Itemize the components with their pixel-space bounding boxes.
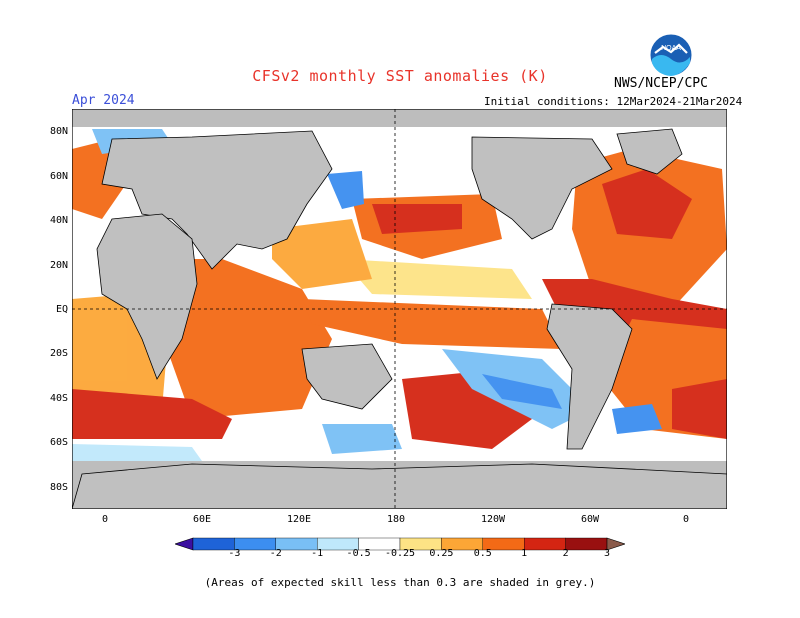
lon-label: 120E [286, 514, 312, 525]
anomaly-patch [327, 171, 364, 209]
sst-anomaly-map [72, 109, 727, 509]
anomaly-patch [272, 219, 372, 289]
colorbar-arrow-left [175, 537, 194, 551]
colorbar-tick-label: 0.5 [473, 548, 492, 559]
anomaly-patch [672, 379, 727, 439]
skill-note: (Areas of expected skill less than 0.3 a… [204, 576, 596, 589]
anomaly-patch [342, 259, 532, 299]
anomaly-field [72, 129, 727, 461]
anomaly-patch [372, 204, 462, 234]
lon-label: 120W [480, 514, 506, 525]
initial-conditions: Initial conditions: 12Mar2024-21Mar2024 [484, 95, 743, 108]
colorbar-tick-label: -0.25 [384, 548, 416, 559]
arctic-mask [72, 109, 727, 127]
lon-label: 180 [386, 514, 406, 525]
colorbar-tick-label: -0.5 [346, 548, 371, 559]
colorbar-tick-label: 0.25 [429, 548, 454, 559]
anomaly-patch [602, 169, 692, 239]
logo-text: NOAA [661, 45, 681, 52]
map-title: CFSv2 monthly SST anomalies (K) [252, 67, 548, 85]
greenland [616, 128, 683, 175]
lat-label: 80S [49, 482, 68, 493]
anomaly-patch [612, 404, 662, 434]
anomaly-patch [322, 424, 402, 454]
lat-label: EQ [55, 304, 68, 315]
forecast-month: Apr 2024 [72, 93, 135, 108]
lat-label: 40N [49, 215, 68, 226]
anomaly-patch [167, 259, 332, 419]
lat-label: 80N [49, 126, 68, 137]
anomaly-patch [72, 444, 202, 461]
lat-label: 20S [49, 348, 68, 359]
africa [96, 213, 198, 380]
antarctica [72, 463, 727, 509]
org-label: NWS/NCEP/CPC [614, 76, 708, 91]
anomaly-patch [482, 374, 562, 409]
lon-label: 60E [192, 514, 212, 525]
lon-label: 0 [682, 514, 690, 525]
eurasia [101, 130, 333, 270]
lat-label: 60N [49, 171, 68, 182]
colorbar-tick-label: 3 [603, 548, 611, 559]
south-america [546, 303, 633, 450]
colorbar-arrow-right [606, 537, 625, 551]
colorbar [175, 537, 625, 551]
colorbar-tick-label: 2 [562, 548, 569, 559]
lon-label: 0 [101, 514, 109, 525]
anomaly-patch [302, 299, 562, 349]
lat-label: 60S [49, 437, 68, 448]
australia [301, 343, 393, 410]
lon-label: 60W [580, 514, 600, 525]
anomaly-patch [72, 389, 232, 439]
north-america [471, 136, 613, 240]
colorbar-tick-label: 1 [521, 548, 528, 559]
lat-label: 20N [49, 260, 68, 271]
colorbar-tick-label: -2 [269, 548, 282, 559]
lat-label: 40S [49, 393, 68, 404]
colorbar-tick-label: -3 [228, 548, 241, 559]
land-mass [72, 128, 727, 509]
noaa-logo: NOAA [649, 33, 693, 77]
colorbar-tick-label: -1 [311, 548, 324, 559]
